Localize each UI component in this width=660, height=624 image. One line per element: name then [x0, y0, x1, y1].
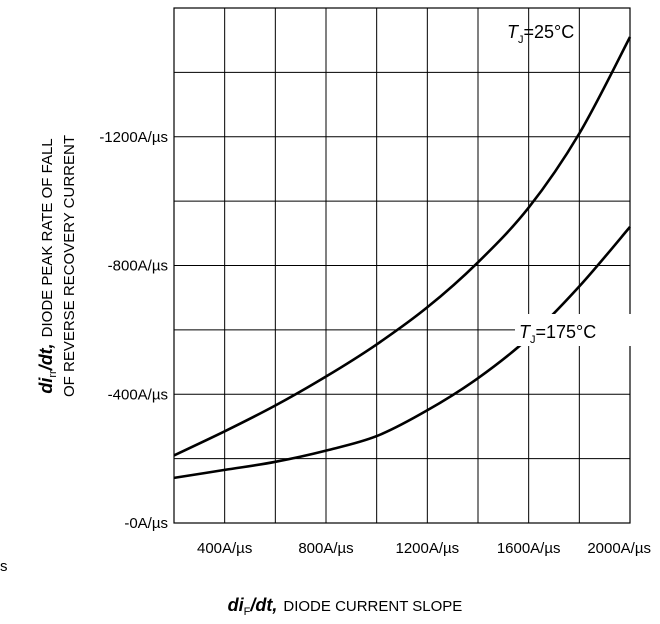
y-axis-title: dirr/dt, DIODE PEAK RATE OF FALL OF REVER…: [36, 135, 78, 397]
x-axis-title-desc: DIODE CURRENT SLOPE: [283, 598, 462, 615]
series-label-25c-main: T: [507, 22, 520, 42]
y-axis-title-sub: rr: [47, 370, 59, 378]
x-tick-label-3: 1600A/µs: [497, 540, 561, 557]
series-label-175c-main: T: [519, 322, 532, 342]
y-tick-label-1: -400A/µs: [108, 386, 168, 403]
plot-frame: [173, 7, 631, 524]
series-label-25c-sub: J: [518, 34, 524, 46]
series-label-175c: TJ=175°C: [519, 322, 596, 346]
y-tick-labels: -0A/µs -400A/µs -800A/µs -1200A/µs: [99, 129, 168, 532]
series-line-1: [173, 226, 631, 480]
series-label-25c: TJ=25°C: [507, 22, 574, 46]
stray-label: s: [0, 558, 8, 575]
x-tick-label-2: 1200A/µs: [395, 540, 459, 557]
y-axis-title-main: di: [36, 377, 56, 394]
series-line-0: [173, 36, 632, 457]
series-label-175c-rest: =175°C: [536, 322, 597, 342]
x-axis-title-sub: F: [244, 606, 251, 618]
series-label-25c-rest: =25°C: [524, 22, 575, 42]
x-tick-label-0: 400A/µs: [197, 540, 252, 557]
y-axis-title-desc1: DIODE PEAK RATE OF FALL: [39, 138, 56, 337]
grid: [173, 7, 631, 524]
series-label-175-background: [515, 314, 631, 346]
x-axis-title-rest: /dt,: [249, 595, 277, 615]
y-axis-title-line2: OF REVERSE RECOVERY CURRENT: [61, 135, 78, 397]
y-tick-label-3: -1200A/µs: [99, 129, 168, 146]
y-tick-label-2: -800A/µs: [108, 258, 168, 275]
x-tick-label-4: 2000A/µs: [587, 540, 651, 557]
curves: [173, 36, 632, 480]
series-label-175c-sub: J: [530, 334, 536, 346]
x-tick-label-1: 800A/µs: [298, 540, 353, 557]
y-axis-title-line1: dirr/dt, DIODE PEAK RATE OF FALL: [36, 138, 59, 393]
x-tick-labels: 400A/µs 800A/µs 1200A/µs 1600A/µs 2000A/µs: [197, 540, 651, 557]
x-axis-title-main: di: [228, 595, 245, 615]
y-axis-title-rest: /dt,: [36, 343, 56, 371]
y-tick-label-0: -0A/µs: [124, 515, 168, 532]
x-axis-title: diF/dt, DIODE CURRENT SLOPE: [228, 595, 463, 618]
